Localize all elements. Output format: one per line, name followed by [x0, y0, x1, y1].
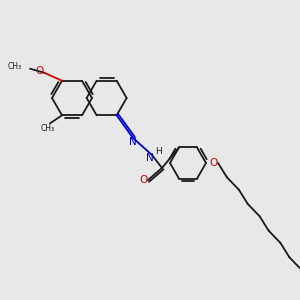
Text: CH₃: CH₃ — [41, 124, 55, 133]
Text: O: O — [209, 158, 217, 168]
Text: O: O — [36, 66, 44, 76]
Text: N: N — [129, 137, 137, 147]
Text: H: H — [154, 148, 161, 157]
Text: O: O — [139, 175, 147, 185]
Text: N: N — [146, 153, 154, 163]
Text: CH₃: CH₃ — [8, 62, 22, 71]
